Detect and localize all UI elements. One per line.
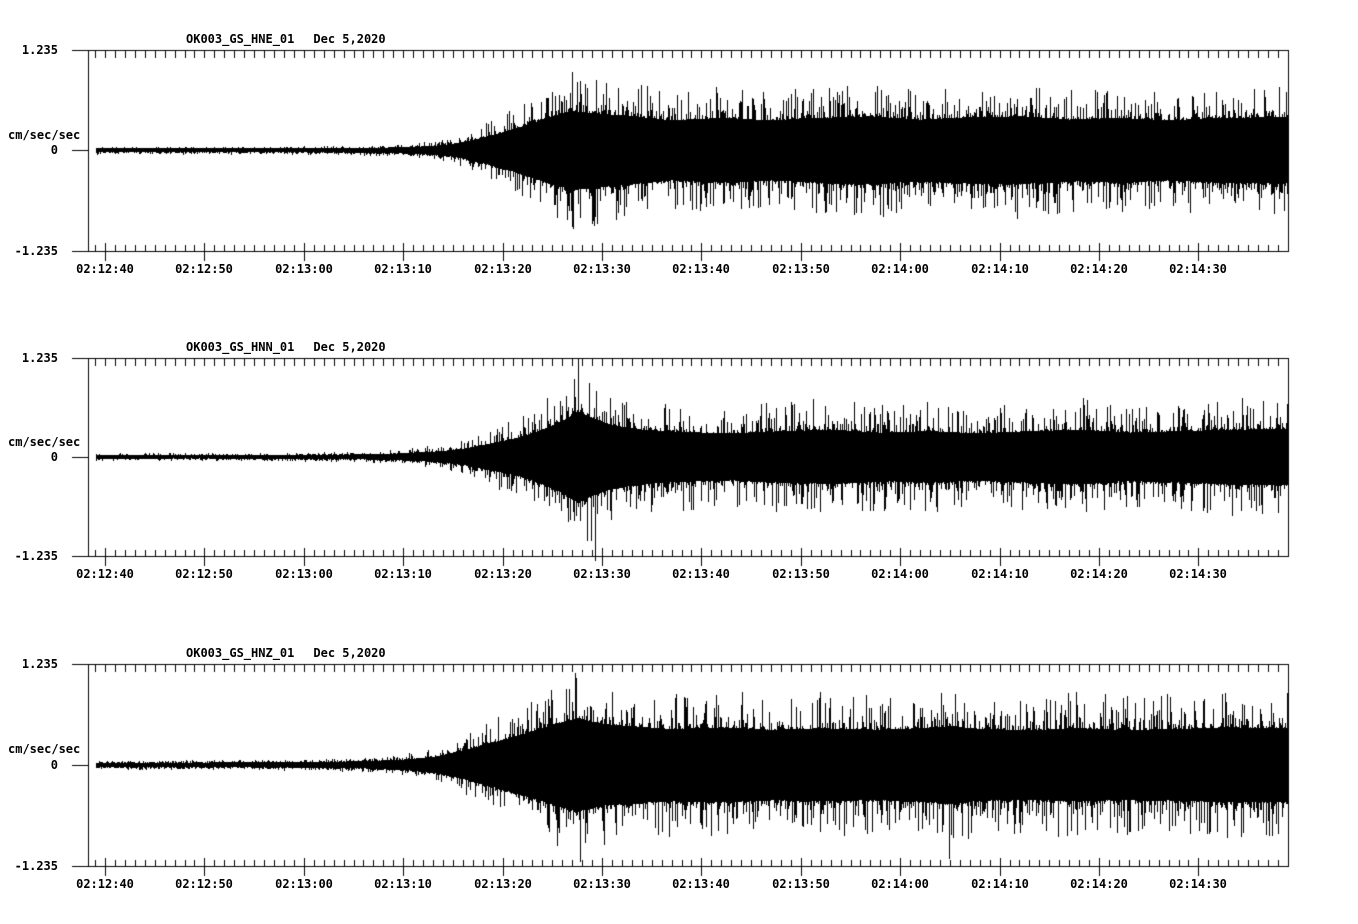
trace-title: OK003_GS_HNE_01 Dec 5,2020 xyxy=(186,32,386,46)
x-tick-label: 02:13:00 xyxy=(275,567,333,581)
trace-station-label: OK003_GS_HNZ_01 xyxy=(186,646,295,660)
y-max-label: 1.235 xyxy=(21,43,58,57)
x-tick-label: 02:14:10 xyxy=(971,567,1029,581)
x-tick-label: 02:14:10 xyxy=(971,877,1029,891)
x-tick-label: 02:14:20 xyxy=(1070,877,1128,891)
x-tick-label: 02:13:50 xyxy=(772,877,830,891)
trace-station-label: OK003_GS_HNE_01 xyxy=(186,32,295,46)
y-zero-label: 0 xyxy=(50,758,58,772)
y-min-label: -1.235 xyxy=(14,859,58,873)
x-tick-label: 02:13:00 xyxy=(275,877,333,891)
y-unit-label: cm/sec/sec xyxy=(8,435,81,449)
x-tick-label: 02:14:30 xyxy=(1169,567,1227,581)
x-tick-label: 02:14:20 xyxy=(1070,567,1128,581)
y-min-label: -1.235 xyxy=(14,549,58,563)
x-tick-label: 02:13:40 xyxy=(672,262,730,276)
y-unit-label: cm/sec/sec xyxy=(8,742,81,756)
y-zero-label: 0 xyxy=(50,143,58,157)
x-tick-label: 02:13:00 xyxy=(275,262,333,276)
x-tick-label: 02:14:00 xyxy=(871,262,929,276)
trace-title: OK003_GS_HNZ_01 Dec 5,2020 xyxy=(186,646,386,660)
trace-station-label: OK003_GS_HNN_01 xyxy=(186,340,295,354)
y-min-label: -1.235 xyxy=(14,244,58,258)
x-tick-label: 02:14:20 xyxy=(1070,262,1128,276)
x-tick-label: 02:12:50 xyxy=(175,877,233,891)
x-tick-label: 02:13:20 xyxy=(474,567,532,581)
x-tick-label: 02:13:50 xyxy=(772,262,830,276)
x-tick-label: 02:13:40 xyxy=(672,877,730,891)
x-tick-label: 02:14:10 xyxy=(971,262,1029,276)
x-tick-label: 02:12:40 xyxy=(76,567,134,581)
x-tick-label: 02:14:30 xyxy=(1169,877,1227,891)
x-tick-label: 02:14:00 xyxy=(871,877,929,891)
x-tick-label: 02:14:00 xyxy=(871,567,929,581)
x-tick-label: 02:13:30 xyxy=(573,262,631,276)
x-tick-label: 02:12:50 xyxy=(175,262,233,276)
y-max-label: 1.235 xyxy=(21,657,58,671)
x-tick-label: 02:12:50 xyxy=(175,567,233,581)
x-tick-label: 02:12:40 xyxy=(76,262,134,276)
x-tick-label: 02:13:10 xyxy=(374,567,432,581)
trace-title: OK003_GS_HNN_01 Dec 5,2020 xyxy=(186,340,386,354)
x-tick-label: 02:13:30 xyxy=(573,567,631,581)
y-max-label: 1.235 xyxy=(21,351,58,365)
x-tick-label: 02:13:20 xyxy=(474,877,532,891)
x-tick-label: 02:14:30 xyxy=(1169,262,1227,276)
x-tick-label: 02:13:10 xyxy=(374,262,432,276)
trace-date-label: Dec 5,2020 xyxy=(313,646,386,660)
trace-date-label: Dec 5,2020 xyxy=(313,340,386,354)
y-zero-label: 0 xyxy=(50,450,58,464)
x-tick-label: 02:13:30 xyxy=(573,877,631,891)
x-tick-label: 02:13:10 xyxy=(374,877,432,891)
trace-date-label: Dec 5,2020 xyxy=(313,32,386,46)
x-tick-label: 02:12:40 xyxy=(76,877,134,891)
y-unit-label: cm/sec/sec xyxy=(8,128,81,142)
x-tick-label: 02:13:40 xyxy=(672,567,730,581)
x-tick-label: 02:13:50 xyxy=(772,567,830,581)
x-tick-label: 02:13:20 xyxy=(474,262,532,276)
